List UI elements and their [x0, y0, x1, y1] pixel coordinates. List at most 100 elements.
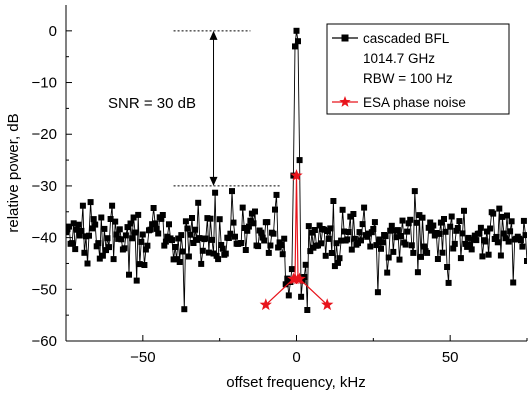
bfl-point: [122, 232, 129, 239]
bfl-point: [195, 199, 202, 206]
bfl-point: [81, 249, 88, 256]
bfl-point: [388, 222, 395, 229]
bfl-point: [72, 246, 79, 253]
bfl-point: [190, 240, 197, 246]
bfl-point: [115, 235, 122, 242]
bfl-point: [207, 215, 214, 222]
bfl-point: [126, 271, 132, 278]
bfl-point: [272, 206, 278, 213]
bfl-point: [418, 253, 424, 260]
bfl-point: [161, 242, 168, 249]
bfl-point: [496, 205, 503, 212]
bfl-point: [219, 245, 226, 252]
bfl-point: [90, 216, 97, 223]
y-tick-label: 0: [49, 23, 57, 40]
bfl-point: [293, 27, 300, 34]
bfl-point: [69, 240, 76, 247]
bfl-point: [284, 275, 291, 282]
bfl-point: [288, 266, 295, 273]
bfl-point: [325, 235, 332, 242]
bfl-point: [358, 237, 364, 244]
bfl-point: [457, 255, 464, 262]
legend-rbw-label: RBW = 100 Hz: [363, 71, 453, 86]
bfl-point: [479, 253, 486, 260]
bfl-point: [344, 236, 351, 243]
bfl-point: [164, 233, 171, 240]
bfl-point: [270, 230, 277, 237]
bfl-point: [212, 189, 219, 196]
bfl-point: [311, 227, 318, 233]
ticks: 0 −10 −20 −30 −40 −50 −60 −50 0 50: [32, 23, 528, 366]
bfl-point: [385, 254, 392, 261]
bfl-point: [116, 226, 123, 233]
bfl-point: [476, 230, 483, 237]
bfl-point: [485, 251, 492, 258]
bfl-point: [278, 242, 285, 248]
bfl-point: [138, 238, 145, 245]
bfl-point: [456, 218, 463, 225]
bfl-point: [502, 235, 509, 242]
bfl-point: [364, 233, 371, 240]
bfl-point: [96, 255, 103, 262]
bfl-point: [487, 225, 494, 232]
bfl-point: [75, 221, 82, 228]
esa-point: [293, 272, 306, 285]
bfl-point: [144, 242, 151, 249]
bfl-point: [92, 221, 99, 228]
bfl-point: [113, 231, 120, 238]
bfl-point: [152, 220, 159, 227]
bfl-point: [459, 230, 466, 237]
legend: cascaded BFL 1014.7 GHz RBW = 100 Hz ESA…: [326, 23, 510, 115]
bfl-point: [129, 235, 136, 242]
bfl-point: [493, 233, 500, 240]
bfl-point: [396, 256, 403, 263]
bfl-point: [178, 232, 185, 239]
bfl-point: [150, 205, 157, 211]
bfl-point: [519, 243, 526, 250]
legend-bfl-marker: [341, 34, 349, 42]
bfl-point: [399, 217, 406, 224]
bfl-point: [248, 210, 255, 217]
bfl-point: [70, 220, 77, 227]
bfl-point: [482, 238, 489, 245]
bfl-point: [73, 226, 80, 233]
bfl-point: [158, 215, 165, 222]
bfl-point: [522, 232, 527, 239]
snr-annotation: [173, 30, 282, 187]
bfl-point: [473, 237, 480, 244]
bfl-point: [331, 263, 338, 270]
bfl-point: [394, 227, 401, 234]
bfl-point: [374, 289, 381, 296]
bfl-series: [66, 27, 527, 313]
bfl-point: [348, 246, 355, 253]
bfl-point: [368, 229, 375, 236]
y-tick-label: −60: [32, 333, 57, 350]
bfl-point: [281, 235, 288, 242]
bfl-point: [359, 221, 366, 228]
bfl-point: [255, 243, 262, 250]
bfl-point: [454, 225, 461, 231]
bfl-point: [109, 202, 116, 209]
bfl-point: [279, 251, 286, 258]
bfl-point: [282, 281, 289, 288]
bfl-point: [285, 292, 292, 299]
bfl-point: [437, 219, 444, 226]
bfl-point: [159, 212, 166, 218]
bfl-point: [416, 212, 423, 219]
bfl-point: [371, 219, 378, 226]
bfl-point: [404, 228, 411, 235]
bfl-point: [184, 225, 191, 232]
bfl-point: [470, 236, 477, 243]
bfl-point: [350, 211, 357, 217]
bfl-point: [427, 219, 434, 226]
bfl-point: [339, 206, 346, 213]
x-tick-label: 50: [442, 349, 459, 366]
bfl-point: [267, 242, 274, 249]
bfl-point: [448, 213, 455, 220]
bfl-point: [127, 220, 134, 227]
bfl-point: [179, 248, 186, 255]
bfl-point: [250, 220, 257, 227]
x-tick-label: −50: [130, 349, 155, 366]
bfl-point: [451, 240, 458, 247]
bfl-point: [264, 219, 271, 226]
